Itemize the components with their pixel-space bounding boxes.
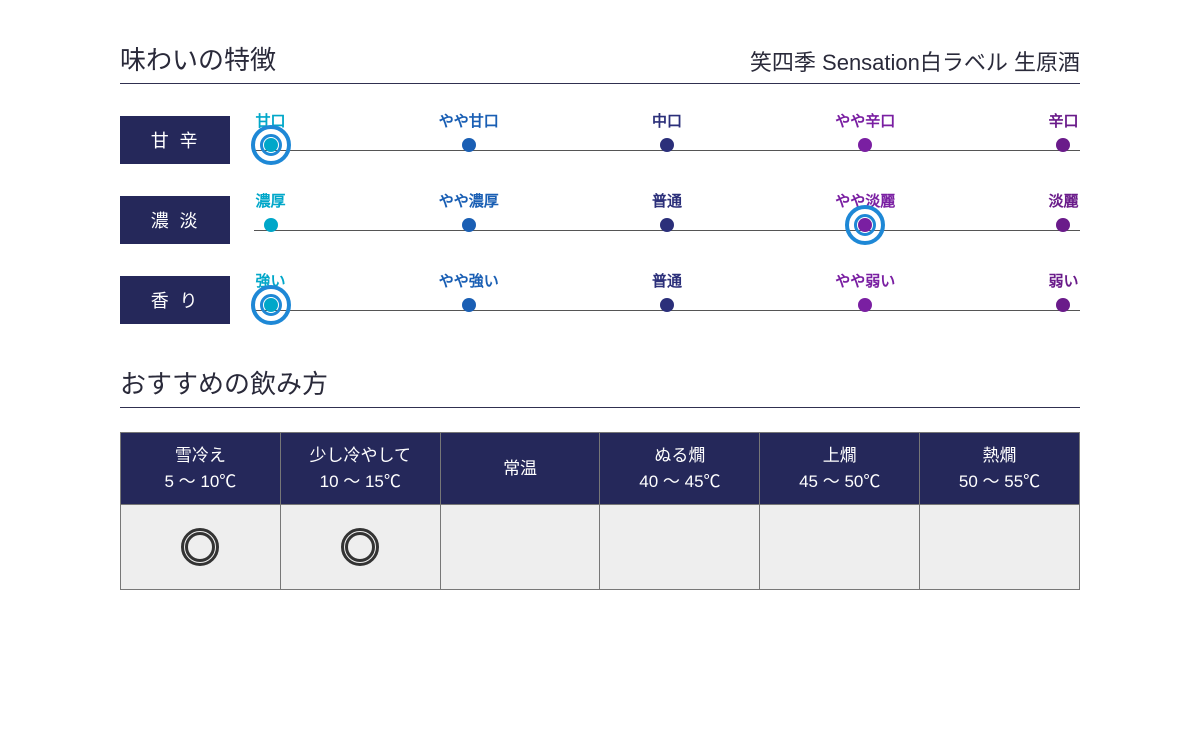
selector-ring-inner-icon bbox=[854, 214, 876, 236]
serving-head: 雪冷え5 ～ 10℃ bbox=[121, 433, 280, 505]
scale-point: 普通 bbox=[652, 270, 682, 311]
scale-point: やや淡麗 bbox=[835, 190, 895, 231]
selector-ring-inner-icon bbox=[260, 294, 282, 316]
scale-dot bbox=[858, 138, 872, 152]
scale-point: やや甘口 bbox=[439, 110, 499, 151]
scale-label: 香り bbox=[120, 276, 230, 324]
serving-column: 常温 bbox=[441, 433, 601, 589]
serving-column: 熱燗50 ～ 55℃ bbox=[920, 433, 1079, 589]
scale-point: やや強い bbox=[439, 270, 499, 311]
serving-body bbox=[121, 505, 280, 589]
scale-point-label: やや弱い bbox=[835, 270, 895, 291]
scale-track: 甘口 やや甘口 中口 やや辛口 辛口 bbox=[254, 110, 1080, 170]
serving-section-title: おすすめの飲み方 bbox=[120, 364, 1080, 408]
serving-name: 雪冷え bbox=[121, 443, 280, 469]
scale-point-label: 淡麗 bbox=[1048, 190, 1078, 211]
scale-row: 甘辛甘口 やや甘口 中口 やや辛口 辛口 bbox=[120, 110, 1080, 170]
scale-point-label: やや強い bbox=[439, 270, 499, 291]
serving-column: 少し冷やして10 ～ 15℃ bbox=[281, 433, 441, 589]
serving-temp: 5 ～ 10℃ bbox=[121, 469, 280, 495]
taste-scales: 甘辛甘口やや甘口中口やや辛口辛口濃淡濃厚やや濃厚普通やや淡麗淡麗香り強いやや強い… bbox=[120, 110, 1080, 330]
scale-dot bbox=[660, 298, 674, 312]
scale-point-label: 濃厚 bbox=[256, 190, 286, 211]
scale-dot bbox=[660, 138, 674, 152]
serving-temp: 45 ～ 50℃ bbox=[760, 469, 919, 495]
serving-head: ぬる燗40 ～ 45℃ bbox=[600, 433, 759, 505]
scale-row: 濃淡 濃厚 やや濃厚 普通 やや淡麗 淡麗 bbox=[120, 190, 1080, 250]
scale-point-label: 普通 bbox=[652, 270, 682, 291]
scale-dot bbox=[1056, 298, 1070, 312]
header-row: 味わいの特徴 笑四季 Sensation白ラベル 生原酒 bbox=[120, 40, 1080, 84]
scale-row: 香り強い やや強い 普通 やや弱い 弱い bbox=[120, 270, 1080, 330]
serving-column: 雪冷え5 ～ 10℃ bbox=[121, 433, 281, 589]
serving-temp: 10 ～ 15℃ bbox=[281, 469, 440, 495]
scale-point: 弱い bbox=[1048, 270, 1078, 311]
scale-point: 普通 bbox=[652, 190, 682, 231]
serving-body bbox=[760, 505, 919, 589]
scale-point-label: 辛口 bbox=[1048, 110, 1078, 131]
serving-head: 常温 bbox=[441, 433, 600, 505]
serving-head: 熱燗50 ～ 55℃ bbox=[920, 433, 1079, 505]
serving-temp: 50 ～ 55℃ bbox=[920, 469, 1079, 495]
scale-point: 中口 bbox=[652, 110, 682, 151]
serving-body bbox=[441, 505, 600, 589]
serving-name: ぬる燗 bbox=[600, 443, 759, 469]
serving-column: ぬる燗40 ～ 45℃ bbox=[600, 433, 760, 589]
scale-point: 甘口 bbox=[256, 110, 286, 151]
scale-dot bbox=[462, 218, 476, 232]
scale-dot bbox=[858, 298, 872, 312]
recommended-icon bbox=[341, 528, 379, 566]
serving-column: 上燗45 ～ 50℃ bbox=[760, 433, 920, 589]
scale-label: 甘辛 bbox=[120, 116, 230, 164]
scale-dot bbox=[1056, 218, 1070, 232]
scale-point: 淡麗 bbox=[1048, 190, 1078, 231]
scale-point: やや弱い bbox=[835, 270, 895, 311]
scale-label: 濃淡 bbox=[120, 196, 230, 244]
scale-point: 辛口 bbox=[1048, 110, 1078, 151]
product-name: 笑四季 Sensation白ラベル 生原酒 bbox=[750, 45, 1080, 77]
serving-head: 上燗45 ～ 50℃ bbox=[760, 433, 919, 505]
serving-body bbox=[600, 505, 759, 589]
scale-track: 濃厚 やや濃厚 普通 やや淡麗 淡麗 bbox=[254, 190, 1080, 250]
recommended-icon bbox=[181, 528, 219, 566]
scale-dot bbox=[462, 298, 476, 312]
scale-dot bbox=[462, 138, 476, 152]
scale-dot bbox=[1056, 138, 1070, 152]
serving-temp: 40 ～ 45℃ bbox=[600, 469, 759, 495]
scale-point-label: やや濃厚 bbox=[439, 190, 499, 211]
serving-name: 常温 bbox=[441, 456, 600, 482]
scale-track: 強い やや強い 普通 やや弱い 弱い bbox=[254, 270, 1080, 330]
scale-point: 濃厚 bbox=[256, 190, 286, 231]
serving-name: 少し冷やして bbox=[281, 443, 440, 469]
serving-body bbox=[920, 505, 1079, 589]
scale-point-label: やや辛口 bbox=[835, 110, 895, 131]
serving-head: 少し冷やして10 ～ 15℃ bbox=[281, 433, 440, 505]
scale-point: やや辛口 bbox=[835, 110, 895, 151]
serving-body bbox=[281, 505, 440, 589]
serving-name: 熱燗 bbox=[920, 443, 1079, 469]
taste-section-title: 味わいの特徴 bbox=[120, 40, 276, 77]
scale-point-label: 弱い bbox=[1048, 270, 1078, 291]
scale-point: 強い bbox=[256, 270, 286, 311]
scale-point: やや濃厚 bbox=[439, 190, 499, 231]
scale-dot bbox=[660, 218, 674, 232]
scale-point-label: やや甘口 bbox=[439, 110, 499, 131]
scale-point-label: 中口 bbox=[652, 110, 682, 131]
scale-point-label: 普通 bbox=[652, 190, 682, 211]
selector-ring-inner-icon bbox=[260, 134, 282, 156]
serving-name: 上燗 bbox=[760, 443, 919, 469]
serving-table: 雪冷え5 ～ 10℃少し冷やして10 ～ 15℃常温ぬる燗40 ～ 45℃上燗4… bbox=[120, 432, 1080, 590]
scale-dot bbox=[264, 218, 278, 232]
